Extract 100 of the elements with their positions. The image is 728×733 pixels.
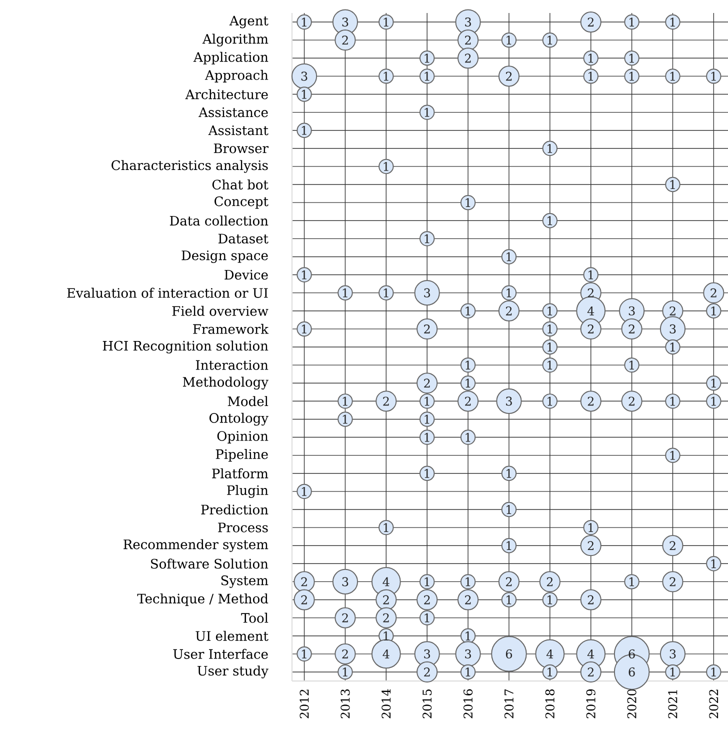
data-label: 1 [506,541,512,550]
data-label: 4 [587,306,594,316]
y-tick-label: Platform [212,468,268,478]
y-tick-label: Interaction [196,360,268,370]
data-label: 1 [711,306,716,316]
data-label: 6 [506,649,512,658]
data-label: 3 [301,72,308,81]
data-label: 3 [506,396,512,406]
data-label: 2 [588,668,594,676]
data-label: 4 [382,577,390,586]
data-label: 1 [342,288,348,298]
data-label: 1 [302,126,306,135]
data-label: 1 [424,234,430,244]
data-label: 1 [670,180,675,189]
data-label: 1 [548,306,552,316]
data-label: 1 [548,342,552,352]
x-tick-label: 2017 [504,689,514,718]
y-tick-label: Dataset [218,234,268,244]
y-tick-label: Design space [182,250,268,263]
data-label: 1 [302,270,306,280]
data-label: 3 [424,649,430,658]
data-label: 1 [670,396,675,406]
data-label: 1 [506,505,512,514]
x-tick-label: 2016 [464,689,473,718]
x-tick-label: 2018 [545,689,554,718]
data-label: 2 [506,72,512,81]
data-label: 2 [342,36,348,45]
data-label: 2 [383,595,389,604]
data-label: 4 [587,649,594,658]
data-label: 1 [588,72,593,81]
data-label: 2 [465,54,471,63]
data-label: 1 [424,396,430,406]
y-tick-label: UI element [196,630,268,641]
y-tick-label: Chat bot [212,179,268,190]
data-label: 1 [548,595,552,604]
data-label: 2 [670,306,676,316]
data-label: 1 [466,306,470,316]
data-label: 1 [424,468,430,478]
data-label: 2 [424,668,430,676]
data-label: 2 [465,396,471,406]
data-label: 2 [301,577,307,586]
data-label: 2 [628,324,634,334]
data-label: 1 [548,324,552,334]
y-tick-label: Architecture [185,89,268,100]
y-tick-label: Algorithm [202,34,268,46]
data-label: 2 [424,324,430,334]
data-label: 1 [588,523,593,532]
y-tick-label: Recommender system [124,539,268,552]
y-tick-label: Data collection [170,216,268,226]
x-tick-label: 2013 [340,689,350,718]
data-label: 1 [711,668,716,676]
data-label: 2 [670,577,676,586]
data-label: 1 [670,18,675,26]
data-label: 6 [628,667,635,677]
y-tick-label: Prediction [201,504,268,515]
data-label: 2 [588,541,594,550]
data-label: 1 [670,342,675,352]
data-label: 1 [711,396,716,406]
data-label: 1 [711,559,716,568]
data-label: 2 [588,18,594,26]
data-label: 3 [465,17,471,27]
data-label: 1 [302,486,306,496]
y-tick-label: Device [224,270,268,280]
data-label: 1 [588,54,593,63]
data-label: 1 [548,360,552,370]
data-label: 2 [710,288,716,298]
data-label: 1 [506,252,512,262]
y-tick-label: HCI Recognition solution [102,340,268,354]
data-label: 2 [424,595,430,604]
data-label: 3 [465,649,471,658]
data-label: 1 [629,54,634,63]
data-label: 1 [342,414,348,424]
y-tick-label: Ontology [209,412,268,426]
data-label: 2 [301,595,307,604]
data-label: 1 [384,631,388,640]
data-label: 1 [384,162,388,171]
y-tick-label: Software Solution [151,558,268,569]
data-label: 1 [302,90,306,99]
data-label: 1 [466,378,470,388]
y-tick-label: Field overview [172,306,268,316]
data-label: 1 [670,450,675,460]
data-label: 1 [466,198,470,208]
data-label: 3 [342,577,348,586]
y-tick-label: Agent [229,16,268,28]
data-label: 1 [629,18,634,26]
data-label: 3 [670,324,676,334]
y-tick-label: Application [193,52,268,64]
data-label: 4 [546,649,554,658]
data-label: 1 [548,144,552,153]
data-label: 1 [588,270,593,280]
data-label: 2 [588,324,594,334]
y-tick-label: Opinion [217,431,268,444]
y-tick-label: Plugin [227,485,268,498]
data-label: 2 [342,613,348,622]
y-tick-label: Process [218,522,268,532]
data-label: 1 [302,18,306,26]
data-label: 2 [383,396,389,406]
y-tick-label: Model [228,396,268,406]
x-tick-label: 2012 [300,690,309,718]
data-label: 1 [548,36,552,45]
